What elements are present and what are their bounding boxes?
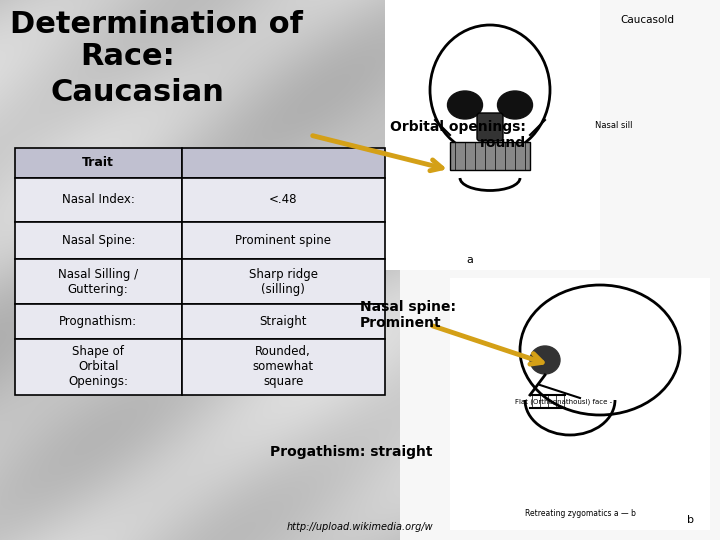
Ellipse shape bbox=[448, 91, 482, 119]
Bar bbox=[181, 304, 385, 339]
Text: Prominent spine: Prominent spine bbox=[235, 234, 331, 247]
Ellipse shape bbox=[530, 346, 560, 374]
Text: Race:: Race: bbox=[80, 42, 175, 71]
Text: Caucasold: Caucasold bbox=[620, 15, 674, 25]
Text: Determination of: Determination of bbox=[10, 10, 303, 39]
Bar bbox=[181, 339, 385, 395]
Text: Flat (Orthognathousl) face -: Flat (Orthognathousl) face - bbox=[515, 399, 612, 405]
Text: Trait: Trait bbox=[82, 157, 114, 170]
Ellipse shape bbox=[498, 91, 533, 119]
Text: http://upload.wikimedia.org/w: http://upload.wikimedia.org/w bbox=[287, 522, 433, 532]
Bar bbox=[450, 278, 710, 530]
Bar bbox=[15, 259, 181, 304]
Bar bbox=[15, 304, 181, 339]
Text: b: b bbox=[686, 515, 693, 525]
Bar bbox=[15, 178, 181, 222]
Ellipse shape bbox=[430, 25, 550, 155]
Text: Progathism: straight: Progathism: straight bbox=[270, 445, 433, 459]
Text: Caucasian: Caucasian bbox=[50, 78, 224, 107]
Bar bbox=[15, 148, 181, 178]
Bar bbox=[181, 259, 385, 304]
Bar bbox=[450, 142, 530, 170]
Text: Nasal spine:
Prominent: Nasal spine: Prominent bbox=[360, 300, 456, 330]
Text: Retreating zygomatics a — b: Retreating zygomatics a — b bbox=[525, 509, 636, 518]
Text: Nasal Spine:: Nasal Spine: bbox=[61, 234, 135, 247]
Text: Sharp ridge
(silling): Sharp ridge (silling) bbox=[248, 268, 318, 296]
Bar bbox=[385, 0, 600, 270]
FancyBboxPatch shape bbox=[477, 113, 503, 141]
Text: Nasal Silling /
Guttering:: Nasal Silling / Guttering: bbox=[58, 268, 138, 296]
Text: Rounded,
somewhat
square: Rounded, somewhat square bbox=[253, 346, 314, 388]
Text: Nasal Index:: Nasal Index: bbox=[62, 193, 135, 206]
Bar bbox=[15, 339, 181, 395]
Text: Orbital openings:
round: Orbital openings: round bbox=[390, 120, 526, 150]
Text: Prognathism:: Prognathism: bbox=[59, 315, 138, 328]
Text: a: a bbox=[467, 255, 474, 265]
Text: Nasal sill: Nasal sill bbox=[595, 120, 632, 130]
Ellipse shape bbox=[520, 285, 680, 415]
Text: <.48: <.48 bbox=[269, 193, 297, 206]
Text: Straight: Straight bbox=[259, 315, 307, 328]
Bar bbox=[15, 222, 181, 259]
Text: Shape of
Orbital
Openings:: Shape of Orbital Openings: bbox=[68, 346, 128, 388]
Bar bbox=[181, 222, 385, 259]
Bar bbox=[181, 178, 385, 222]
Bar bbox=[181, 148, 385, 178]
